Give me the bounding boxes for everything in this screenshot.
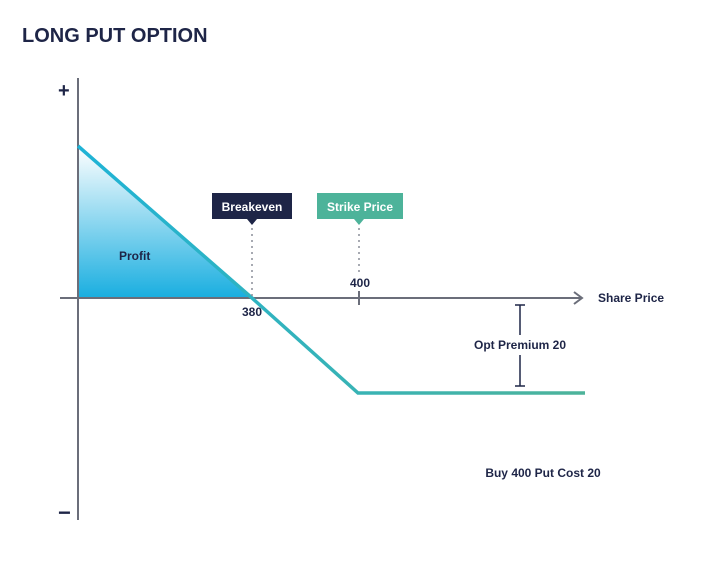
premium-bracket [515, 304, 525, 387]
payoff-line [76, 144, 585, 395]
strike-label: Strike Price [327, 200, 393, 214]
plus-sign: + [58, 80, 70, 102]
page-title: LONG PUT OPTION [22, 25, 208, 47]
x-axis-arrow-icon [573, 291, 584, 305]
minus-sign: − [58, 500, 71, 525]
profit-label: Profit [119, 249, 150, 263]
x-axis-label: Share Price [598, 291, 664, 305]
caption: Buy 400 Put Cost 20 [485, 466, 601, 480]
breakeven-value: 380 [242, 305, 262, 319]
strike-callout: Strike Price [317, 193, 403, 225]
breakeven-callout: Breakeven [212, 193, 292, 225]
strike-value: 400 [350, 276, 370, 290]
premium-label: Opt Premium 20 [474, 338, 566, 352]
breakeven-label: Breakeven [222, 200, 283, 214]
